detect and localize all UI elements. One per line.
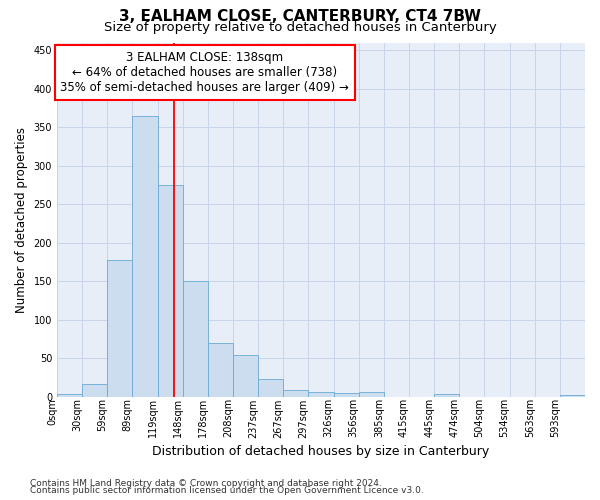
- Bar: [183, 282, 208, 397]
- Text: 3 EALHAM CLOSE: 138sqm
← 64% of detached houses are smaller (738)
35% of semi-de: 3 EALHAM CLOSE: 138sqm ← 64% of detached…: [61, 52, 349, 94]
- Y-axis label: Number of detached properties: Number of detached properties: [15, 126, 28, 312]
- Text: 3, EALHAM CLOSE, CANTERBURY, CT4 7BW: 3, EALHAM CLOSE, CANTERBURY, CT4 7BW: [119, 9, 481, 24]
- Text: Size of property relative to detached houses in Canterbury: Size of property relative to detached ho…: [104, 21, 496, 34]
- Text: Contains HM Land Registry data © Crown copyright and database right 2024.: Contains HM Land Registry data © Crown c…: [30, 478, 382, 488]
- X-axis label: Distribution of detached houses by size in Canterbury: Distribution of detached houses by size …: [152, 444, 490, 458]
- Text: Contains public sector information licensed under the Open Government Licence v3: Contains public sector information licen…: [30, 486, 424, 495]
- Bar: [359, 392, 384, 397]
- Bar: [82, 384, 107, 397]
- Bar: [233, 355, 258, 397]
- Bar: [57, 394, 82, 397]
- Bar: [158, 185, 183, 397]
- Bar: [107, 260, 133, 397]
- Bar: [133, 116, 158, 397]
- Bar: [258, 379, 283, 397]
- Bar: [434, 394, 459, 397]
- Bar: [283, 390, 308, 397]
- Bar: [308, 392, 334, 397]
- Bar: [334, 393, 359, 397]
- Bar: [560, 396, 585, 397]
- Bar: [208, 343, 233, 397]
